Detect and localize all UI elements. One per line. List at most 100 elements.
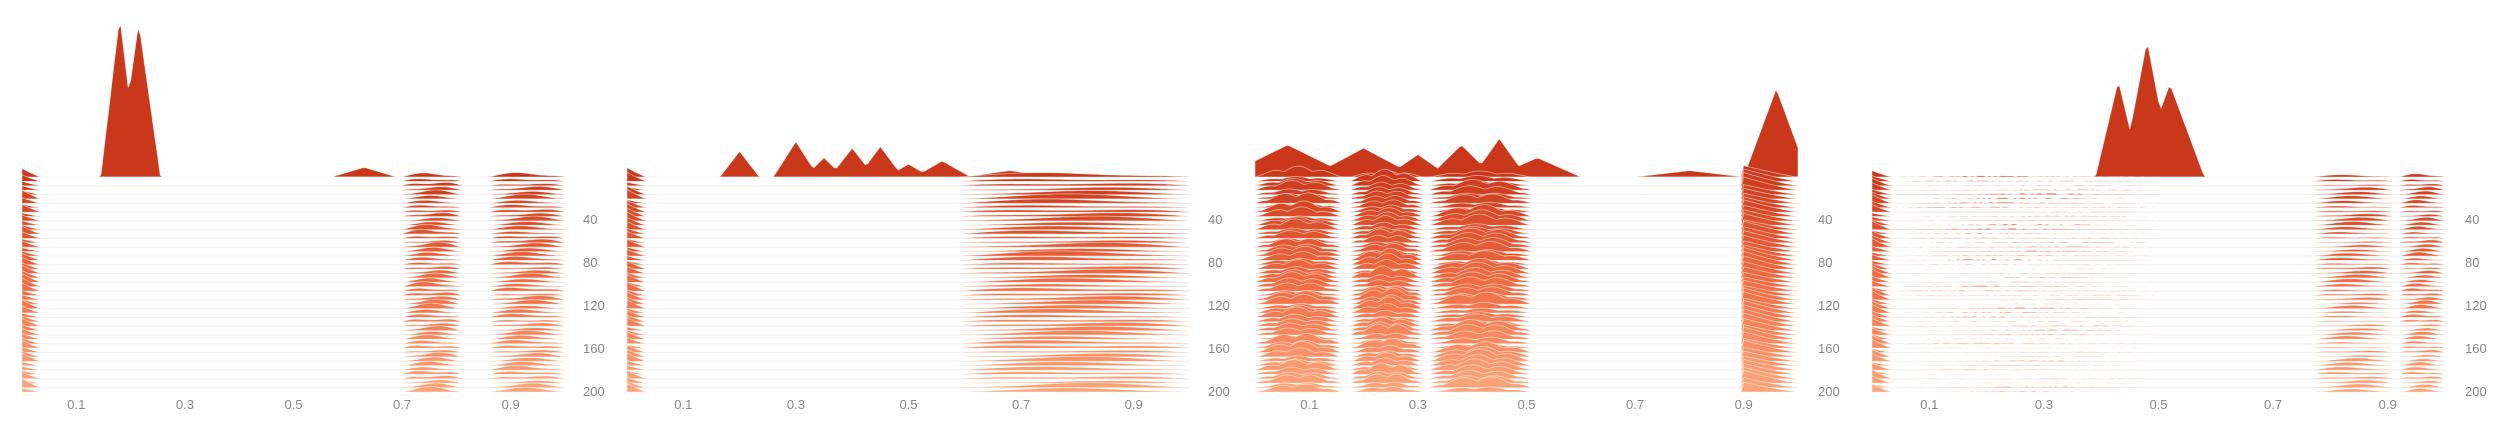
ridge-row	[1871, 383, 2446, 393]
ridge-row	[21, 350, 566, 358]
ridge-row	[1871, 286, 2446, 296]
ridge-row	[21, 212, 566, 217]
ridge-row	[626, 186, 1191, 191]
ridgeline-chart-2: 0.1 0.3 0.5 0.7 0.9 40 80 120 160 200	[626, 141, 1230, 412]
ridge-row	[1871, 275, 2446, 283]
ridge-row	[21, 299, 566, 309]
ridge-row	[1871, 170, 2446, 178]
ridge-row	[21, 256, 566, 266]
ridge-row	[1871, 254, 2446, 261]
ridge-row	[626, 216, 1191, 226]
ridge-row	[1871, 298, 2446, 305]
ridge-row	[1871, 310, 2446, 318]
y-tick-label: 40	[2465, 212, 2479, 227]
ridge-row	[1871, 348, 2446, 353]
ridge-row	[626, 370, 1191, 375]
ridge-row	[1871, 369, 2446, 375]
ridge-row	[1871, 191, 2446, 200]
ridge-row	[21, 174, 566, 182]
ridge-row	[1871, 348, 2446, 358]
x-tick-label: 0.5	[899, 397, 917, 412]
ridge-row	[626, 344, 1191, 349]
y-tick-label: 200	[1818, 384, 1840, 399]
ridge-row	[21, 379, 566, 384]
ridge-row	[626, 171, 1191, 182]
ridge-row	[21, 167, 566, 178]
y-tick-label: 200	[2465, 384, 2487, 399]
ridge-row	[1871, 237, 2446, 248]
ridge-row	[1254, 381, 1799, 393]
ridge-row	[1871, 290, 2446, 301]
top-ridge	[1872, 45, 2445, 178]
ridge-row	[21, 261, 566, 270]
ridge-row	[626, 376, 1191, 384]
ridge-row	[626, 246, 1191, 252]
ridge-row	[1254, 312, 1799, 327]
ridge-row	[626, 291, 1191, 301]
ridge-row	[626, 265, 1191, 274]
x-tick-label: 0.1	[1300, 397, 1318, 412]
ridge-row	[21, 231, 566, 239]
ridge-row	[1871, 327, 2446, 336]
ridge-row	[21, 315, 566, 323]
ridge-row	[626, 329, 1191, 336]
ridge-row	[21, 377, 566, 388]
top-ridge	[22, 24, 565, 178]
x-tick-label: 0.1	[1920, 397, 1938, 412]
x-tick-label: 0.3	[2035, 397, 2053, 412]
ridge-row	[1254, 213, 1799, 226]
x-tick-label: 0.1	[674, 397, 692, 412]
ridge-row	[626, 309, 1191, 318]
ridge-row	[1254, 304, 1799, 318]
ridge-row	[626, 360, 1191, 367]
ridge-row	[21, 220, 566, 226]
y-tick-label: 120	[583, 298, 605, 313]
ridge-row	[1254, 176, 1799, 191]
ridge-row	[626, 220, 1191, 231]
ridge-row	[626, 289, 1191, 296]
ridge-row	[1871, 230, 2446, 235]
ridge-row	[626, 198, 1191, 204]
y-tick-label: 80	[1208, 255, 1222, 270]
ridge-row	[21, 264, 566, 274]
ridge-row	[626, 369, 1191, 380]
ridge-row	[1871, 314, 2446, 323]
ridge-row	[21, 365, 566, 371]
ridge-row	[1254, 323, 1799, 336]
ridge-row	[1871, 251, 2446, 257]
ridge-row	[626, 364, 1191, 371]
ridge-row	[1254, 255, 1799, 270]
ridge-row	[1871, 326, 2446, 332]
ridge-row	[1254, 317, 1799, 331]
ridge-row	[626, 255, 1191, 261]
ridge-row	[21, 214, 566, 222]
ridge-row	[626, 199, 1191, 209]
ridge-row	[21, 332, 566, 340]
x-tick-label: 0.7	[1626, 397, 1644, 412]
ridge-row	[1254, 276, 1799, 288]
ridge-row	[1871, 216, 2446, 222]
ridge-row	[21, 289, 566, 296]
y-tick-label: 120	[1208, 298, 1230, 313]
ridge-row	[21, 238, 566, 244]
ridge-row	[1871, 383, 2446, 389]
ridge-row	[1871, 361, 2446, 367]
ridge-row	[1871, 262, 2446, 270]
ridge-row	[1871, 177, 2446, 187]
ridge-row	[1871, 338, 2446, 349]
ridge-row	[626, 181, 1191, 187]
ridge-row	[626, 207, 1191, 217]
ridge-row	[1254, 229, 1799, 244]
ridge-row	[1254, 220, 1799, 235]
ridge-row	[1871, 352, 2446, 362]
ridge-row	[626, 344, 1191, 353]
ridge-row	[1871, 212, 2446, 217]
ridge-row	[1871, 200, 2446, 209]
y-tick-label: 40	[1208, 212, 1222, 227]
ridge-row	[626, 380, 1191, 388]
ridge-row	[1254, 369, 1799, 384]
ridge-row	[21, 327, 566, 336]
ridge-row	[1871, 280, 2446, 288]
x-tick-label: 0.3	[176, 397, 194, 412]
